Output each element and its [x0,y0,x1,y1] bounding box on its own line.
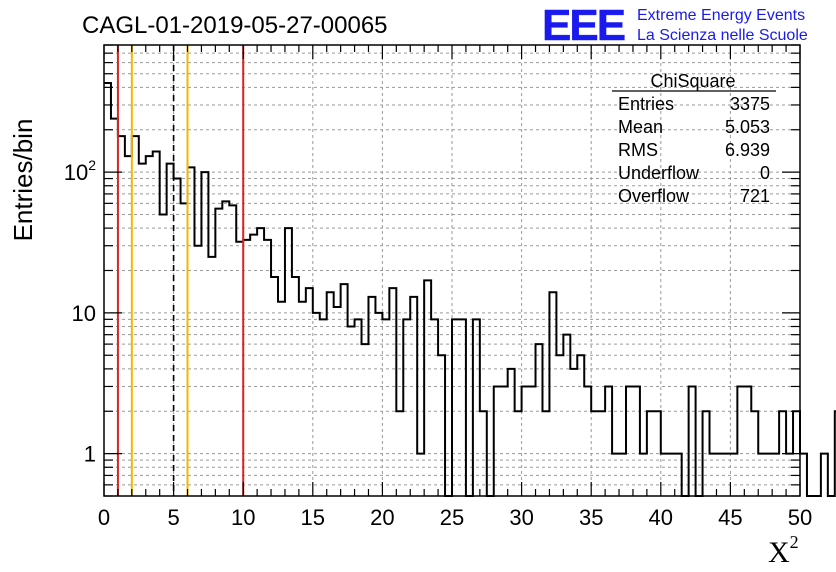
y-tick-label: 102 [64,157,96,185]
stats-label-overflow: Overflow [618,186,690,206]
x-tick-label: 15 [301,505,325,530]
cut-lines-layer [116,45,245,496]
x-tick-label: 45 [718,505,742,530]
y-tick-label-base: 10 [64,160,88,185]
histogram-layer [104,81,836,497]
x-tick-label: 40 [649,505,673,530]
x-tick-label: 50 [788,505,812,530]
stats-value-rms: 6.939 [725,140,770,160]
stats-value-underflow: 0 [760,163,770,183]
y-axis-label: Entries/bin [8,119,38,242]
stats-label-rms: RMS [618,140,658,160]
y-tick-label-sup: 2 [88,157,96,173]
run-title: CAGL-01-2019-05-27-00065 [82,12,388,39]
stats-label-underflow: Underflow [618,163,700,183]
x-axis-label: X2 [768,532,799,569]
y-tick-label: 1 [84,442,96,467]
stats-box: ChiSquare Entries 3375 Mean 5.053 RMS 6.939 Un… [612,71,776,206]
x-tick-label: 30 [509,505,533,530]
stats-title: ChiSquare [650,71,735,91]
x-axis-label-main: X [768,536,790,569]
x-tick-label: 35 [579,505,603,530]
x-tick-label: 20 [370,505,394,530]
x-tick-label: 10 [231,505,255,530]
x-axis-label-sup: 2 [790,532,799,552]
logo-line2: La Scienza nelle Scuole [637,27,808,44]
stats-value-entries: 3375 [730,94,770,114]
plot-frame-layer [103,44,801,497]
histogram-outline [104,81,836,497]
x-tick-label: 25 [440,505,464,530]
stats-value-mean: 5.053 [725,117,770,137]
stats-label-mean: Mean [618,117,663,137]
stats-label-entries: Entries [618,94,674,114]
logo-line1: Extreme Energy Events [637,7,805,24]
x-tick-label: 0 [98,505,110,530]
stats-rows: Entries 3375 Mean 5.053 RMS 6.939 Underflow 0 Ov… [618,94,770,206]
eee-logo: EEE [542,1,625,50]
stats-value-overflow: 721 [740,186,770,206]
x-tick-label: 5 [167,505,179,530]
y-tick-label: 10 [72,301,96,326]
